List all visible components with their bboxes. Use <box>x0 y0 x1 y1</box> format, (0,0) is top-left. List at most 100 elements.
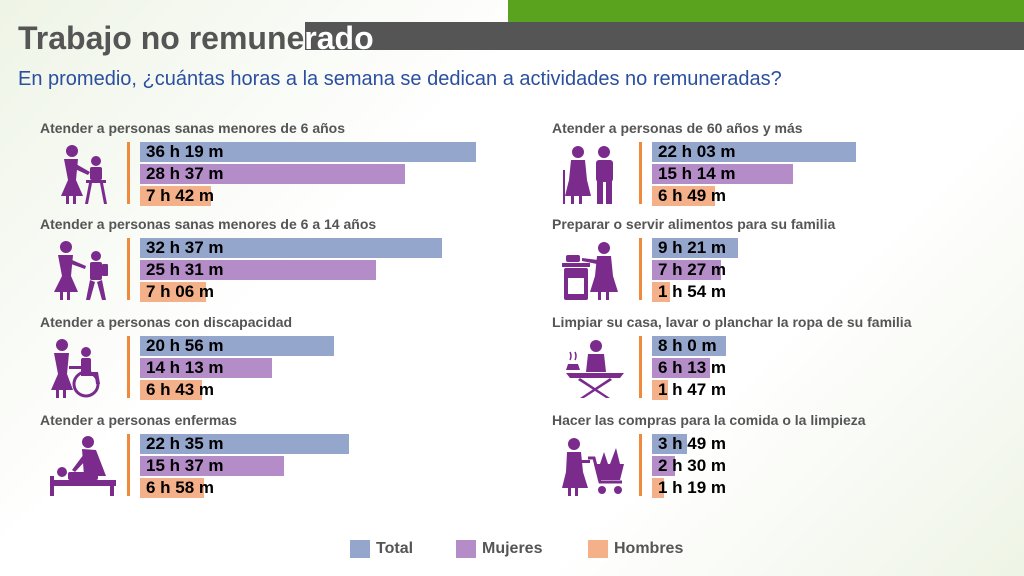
caregiver-body <box>82 449 106 476</box>
panel-separator <box>127 434 130 496</box>
data-label-total: 22 h 35 m <box>146 434 224 453</box>
adult-leg <box>67 290 70 300</box>
bar-hombres <box>652 478 665 498</box>
ironing-board-icon <box>566 340 624 398</box>
data-label-mujeres: 15 h 37 m <box>146 456 224 475</box>
wheelchair-care-icon <box>51 339 100 398</box>
adult-head <box>60 241 72 253</box>
woman-leg <box>579 194 582 204</box>
legend-swatch-hombres <box>588 540 608 558</box>
chart-panel: Atender a personas de 60 años y más 22 h … <box>552 120 1022 212</box>
legend: Total Mujeres Hombres <box>0 538 1024 562</box>
data-label-mujeres: 28 h 37 m <box>146 164 224 183</box>
person-body <box>586 354 606 372</box>
data-label-hombres: 1 h 54 m <box>658 282 727 301</box>
legend-swatch-total <box>350 540 370 558</box>
panel-separator <box>639 336 642 398</box>
data-label-total: 3 h 49 m <box>658 434 727 453</box>
child-head <box>91 156 101 166</box>
panel-title: Atender a personas enfermas <box>40 412 237 428</box>
chart-panel: Preparar o servir alimentos para su fami… <box>552 216 1022 308</box>
child-leg <box>86 280 95 300</box>
caregiver-arm <box>72 454 86 472</box>
adult-head <box>66 145 78 157</box>
bar-mujeres <box>652 260 721 280</box>
bar-mujeres <box>140 456 285 476</box>
bar-hombres <box>140 186 212 206</box>
page-title: Trabajo no remunerado <box>18 20 374 57</box>
shopper-arm <box>580 460 590 463</box>
bed-frame <box>50 480 116 486</box>
legend-label-mujeres: Mujeres <box>482 540 543 557</box>
panel-title: Atender a personas con discapacidad <box>40 314 293 330</box>
man-body <box>596 160 613 182</box>
person-head <box>590 340 602 352</box>
data-label-hombres: 7 h 42 m <box>146 186 215 205</box>
panel-separator <box>127 142 130 204</box>
oven-window <box>568 278 584 294</box>
chart-panel: Atender a personas con discapacidad 20 h … <box>40 314 510 406</box>
iron <box>566 364 580 370</box>
chart-panel: Limpiar su casa, lavar o planchar la rop… <box>552 314 1022 406</box>
data-label-hombres: 6 h 58 m <box>146 478 215 497</box>
bar-hombres <box>140 282 206 302</box>
data-label-total: 8 h 0 m <box>658 336 717 355</box>
page-title-part-1: Trabajo no remune <box>18 20 305 56</box>
chart-panel: Atender a personas sanas menores de 6 añ… <box>40 120 510 212</box>
shopping-cart-icon <box>562 438 624 496</box>
caregiver-child-highchair-icon <box>61 145 107 204</box>
panel-title: Hacer las compras para la comida o la li… <box>552 412 866 428</box>
cook-leg <box>606 290 609 300</box>
bar-hombres <box>652 186 716 206</box>
adult-body <box>51 353 73 390</box>
data-label-mujeres: 7 h 27 m <box>658 260 727 279</box>
bed-foot <box>110 480 114 496</box>
bar-total <box>652 238 739 258</box>
bar-mujeres <box>652 456 676 476</box>
legend-label-hombres: Hombres <box>614 540 684 557</box>
stove-top <box>562 263 590 267</box>
caregiver-head <box>82 436 94 448</box>
legend-label-total: Total <box>376 540 414 557</box>
bar-total <box>652 336 726 356</box>
data-label-mujeres: 14 h 13 m <box>146 358 224 377</box>
highchair-leg <box>85 183 92 204</box>
bar-mujeres <box>140 164 405 184</box>
woman-body <box>565 160 591 196</box>
bar-hombres <box>652 380 669 400</box>
bar-total <box>652 434 688 454</box>
sick-bed-care-icon <box>50 436 116 496</box>
data-label-mujeres: 25 h 31 m <box>146 260 224 279</box>
data-label-total: 9 h 21 m <box>658 238 727 257</box>
bar-total <box>140 434 349 454</box>
page-title-part-2: rado <box>304 20 374 56</box>
adult-leg <box>73 194 76 204</box>
data-label-hombres: 1 h 47 m <box>658 380 727 399</box>
panel-title: Limpiar su casa, lavar o planchar la rop… <box>552 314 912 330</box>
panel-separator <box>127 238 130 300</box>
bar-mujeres <box>652 358 710 378</box>
adult-leg <box>56 388 59 398</box>
shopper-body <box>562 452 588 488</box>
data-label-hombres: 6 h 49 m <box>658 186 727 205</box>
adult-arm <box>71 260 86 269</box>
elderly-couple-icon <box>563 146 613 204</box>
child-head <box>91 251 101 261</box>
panel-title: Preparar o servir alimentos para su fami… <box>552 216 836 232</box>
panel-title: Atender a personas de 60 años y más <box>552 120 803 136</box>
ironing-board <box>566 373 624 378</box>
wheel <box>72 370 100 398</box>
page-subtitle: En promedio, ¿cuántas horas a la semana … <box>18 68 782 90</box>
data-label-mujeres: 15 h 14 m <box>658 164 736 183</box>
highchair-leg <box>100 183 107 204</box>
chart-panel: Hacer las compras para la comida o la li… <box>552 412 1022 504</box>
cook-leg <box>598 290 601 300</box>
man-leg <box>606 181 612 204</box>
data-label-mujeres: 2 h 30 m <box>658 456 727 475</box>
bar-total <box>140 238 442 258</box>
chart-panel: Atender a personas enfermas 22 h 35 m 15 h… <box>40 412 510 504</box>
bar-hombres <box>652 282 670 302</box>
caregiver-schoolchild-icon <box>54 241 108 300</box>
child-body <box>90 167 102 180</box>
